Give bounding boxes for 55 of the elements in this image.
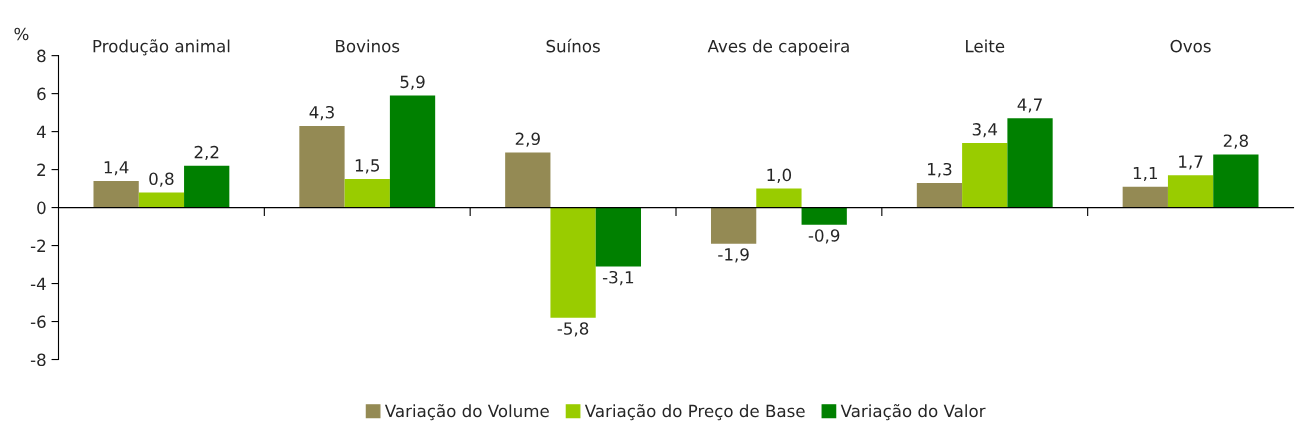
bar (595, 207, 642, 267)
data-label: -1,9 (718, 248, 749, 263)
bar (756, 188, 802, 208)
x-tick-label: Aves de capoeira (707, 39, 849, 56)
data-label: 4,3 (309, 105, 334, 121)
data-label: 2,9 (515, 132, 540, 147)
y-tick-label: -2 (30, 239, 46, 252)
bar (962, 143, 1008, 208)
data-label: 1,4 (104, 161, 129, 176)
y-tick-label: 4 (36, 125, 46, 138)
data-label: 2,8 (1223, 134, 1248, 149)
data-label: 1,3 (928, 162, 952, 178)
legend-label: Variação do Preço de Base (584, 404, 805, 421)
bar (1007, 118, 1053, 208)
bar (138, 192, 185, 208)
y-tick-label: -6 (30, 315, 46, 329)
bar (184, 165, 230, 208)
data-label: -0,9 (808, 229, 840, 244)
data-label: -3,1 (602, 270, 634, 286)
legend-label: Variação do Volume (384, 404, 549, 421)
bar (389, 95, 436, 208)
bar (505, 152, 551, 208)
y-tick-label: -4 (30, 277, 46, 290)
data-label: 0,8 (149, 172, 174, 187)
data-label: 1,7 (1179, 155, 1203, 170)
x-tick-label: Leite (966, 39, 1005, 53)
data-label: 1,1 (1133, 166, 1158, 181)
y-tick-label: 0 (37, 201, 46, 215)
bar (710, 207, 757, 244)
y-tick-label: -8 (30, 353, 46, 367)
x-tick-label: Bovinos (336, 39, 400, 53)
x-tick-label: Suínos (546, 38, 600, 53)
bar (550, 207, 596, 318)
y-axis-title: % (14, 27, 29, 41)
y-tick-label: 6 (37, 87, 46, 101)
data-label: 2,2 (194, 145, 219, 161)
bar (801, 207, 847, 225)
data-label: -5,8 (557, 322, 589, 337)
data-label: 1,0 (767, 168, 792, 183)
data-label: 3,4 (972, 123, 998, 138)
data-label: 1,5 (355, 159, 380, 174)
y-tick-label: 2 (37, 163, 46, 176)
y-tick-label: 8 (37, 49, 46, 63)
bar (1122, 186, 1168, 208)
x-tick-label: Produção animal (93, 39, 230, 56)
data-label: 4,7 (1017, 98, 1042, 113)
data-label: 5,9 (400, 75, 425, 90)
bar (1167, 175, 1214, 208)
bar (916, 182, 963, 208)
legend-label: Variação do Valor (840, 404, 986, 421)
bar (1213, 154, 1259, 208)
bar (344, 179, 390, 208)
bar (93, 180, 139, 208)
bar (299, 125, 345, 208)
x-tick-label: Ovos (1170, 39, 1211, 53)
